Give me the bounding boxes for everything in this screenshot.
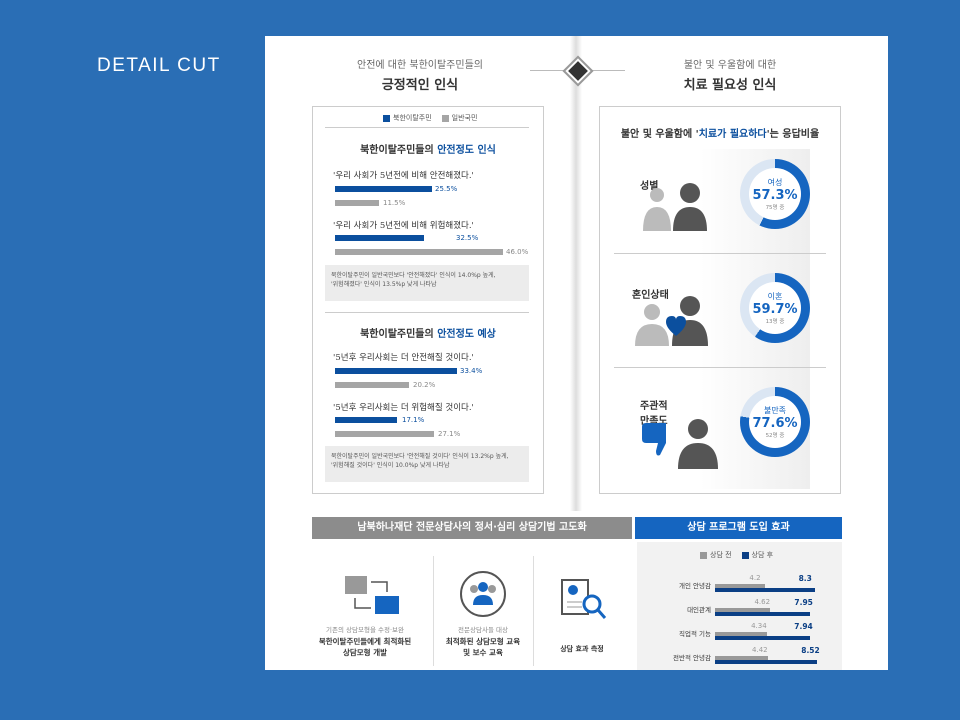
bar-now-1-gen (335, 200, 379, 206)
col-measure: 상담 효과 측정 (560, 645, 604, 653)
bar-future-2-nk (335, 417, 397, 423)
donut-gender: 여성 57.3% 75명 중 (740, 159, 810, 229)
effect-row-label: 개인 안녕감 (679, 582, 711, 590)
question-now-2: '우리 사회가 5년전에 비해 위험해졌다.' (333, 221, 474, 231)
value-now-2-nk: 32.5% (456, 234, 479, 242)
thumbs-down-icon (642, 419, 718, 469)
need-title: 불안 및 우울함에 '치료가 필요하다'는 응답비율 (620, 129, 820, 140)
need-sep-1 (614, 253, 826, 254)
right-header-sub: 불안 및 우울함에 대한 (683, 60, 777, 71)
need-label-0: 성별 (640, 181, 659, 192)
value-now-1-gen: 11.5% (383, 199, 406, 207)
report-magnifier-icon (561, 579, 607, 619)
band-right: 상담 프로그램 도입 효과 (635, 517, 842, 539)
col-develop: 기존의 상담모형을 수정·보완 북한이탈주민들에게 최적화된 상담모형 개발 (318, 626, 412, 658)
need-panel: 불안 및 우울함에 '치료가 필요하다'는 응답비율 성별 여성 57.3% 75명… (599, 106, 841, 494)
effect-after-bar (715, 612, 811, 616)
effect-bg (637, 542, 842, 670)
need-label-2: 주관적 만족도 (640, 401, 668, 427)
effect-after-bar (715, 588, 815, 592)
safety-panel: 북한이탈주민 일반국민 북한이탈주민들의 안전정도 인식 '우리 사회가 5년전… (312, 106, 544, 494)
effect-before-value: 4.2 (749, 574, 761, 582)
value-future-1-gen: 20.2% (413, 381, 436, 389)
effect-row-label: 전반적 안녕감 (673, 654, 711, 662)
bar-future-2-gen (335, 431, 434, 437)
legend-nk: 북한이탈주민 (383, 113, 432, 123)
value-future-2-nk: 17.1% (402, 416, 425, 424)
effect-after-bar (715, 660, 818, 664)
bar-now-1-nk (335, 186, 432, 192)
infographic-card: 안전에 대한 북한이탈주민들의 긍정적인 인식 불안 및 우울함에 대한 치료 … (265, 36, 888, 670)
effect-row-label: 대인관계 (687, 606, 711, 614)
effect-row-label: 직업적 기능 (679, 630, 711, 638)
broken-heart-icon (635, 296, 708, 346)
effect-after-value: 8.3 (798, 574, 812, 583)
header-line-left (530, 70, 568, 71)
right-header-title: 치료 필요성 인식 (683, 78, 777, 93)
effect-legend: 상담 전 상담 후 (700, 550, 773, 560)
gender-icon (643, 183, 707, 231)
bar-now-2-nk (335, 235, 424, 241)
team-icon (460, 571, 506, 617)
effect-after-value: 7.94 (794, 622, 813, 631)
bar-now-2-gen (335, 249, 503, 255)
legend-after: 상담 후 (741, 550, 773, 560)
bar-future-1-nk (335, 368, 457, 374)
need-sep-2 (614, 367, 826, 368)
effect-after-value: 8.52 (801, 646, 820, 655)
header-line-right (587, 70, 625, 71)
legend-before: 상담 전 (700, 550, 732, 560)
center-divider (570, 36, 582, 511)
folder-icon (345, 576, 399, 614)
effect-after-value: 7.95 (794, 598, 813, 607)
col-sep-1 (433, 556, 434, 666)
effect-after-bar (715, 636, 811, 640)
effect-before-bar (715, 656, 769, 660)
section-title-future: 북한이탈주민들의 안전정도 예상 (360, 329, 496, 340)
effect-before-bar (715, 584, 766, 588)
left-header-title: 긍정적인 인식 (381, 78, 459, 93)
effect-before-value: 4.42 (752, 646, 768, 654)
section-rule (325, 312, 529, 313)
bar-future-1-gen (335, 382, 409, 388)
legend: 북한이탈주민 일반국민 (383, 113, 477, 123)
detail-cut-label: DETAIL CUT (97, 55, 221, 76)
left-header: 안전에 대한 북한이탈주민들의 긍정적인 인식 (300, 56, 540, 93)
effect-before-value: 4.34 (751, 622, 767, 630)
question-future-2: '5년후 우리사회는 더 위험해질 것이다.' (333, 403, 474, 413)
value-future-1-nk: 33.4% (460, 367, 483, 375)
effect-before-value: 4.62 (754, 598, 771, 606)
value-now-2-gen: 46.0% (506, 248, 529, 256)
need-label-1: 혼인상태 (632, 290, 669, 301)
effect-before-bar (715, 632, 768, 636)
value-future-2-gen: 27.1% (438, 430, 461, 438)
col-sep-2 (533, 556, 534, 666)
legend-general: 일반국민 (441, 113, 477, 123)
donut-satisfaction: 불만족 77.6% 52명 중 (740, 387, 810, 457)
left-header-sub: 안전에 대한 북한이탈주민들의 (357, 60, 483, 71)
right-header: 불안 및 우울함에 대한 치료 필요성 인식 (610, 56, 850, 93)
col-training: 전문상담사들 대상 최적화된 상담모형 교육 및 보수 교육 (445, 626, 521, 658)
note-now: 북한이탈주민이 일반국민보다 '안전해졌다' 인식이 14.0%p 높게, '위험… (325, 265, 529, 301)
legend-rule (325, 127, 529, 128)
question-future-1: '5년후 우리사회는 더 안전해질 것이다.' (333, 353, 474, 363)
effect-before-bar (715, 608, 771, 612)
donut-marital: 이혼 59.7% 13명 중 (740, 273, 810, 343)
section-title-now: 북한이탈주민들의 안전정도 인식 (360, 145, 496, 156)
question-now-1: '우리 사회가 5년전에 비해 안전해졌다.' (333, 171, 474, 181)
band-left: 남북하나재단 전문상담사의 정서·심리 상담기법 고도화 (312, 517, 632, 539)
note-future: 북한이탈주민이 일반국민보다 '안전해질 것이다' 인식이 13.2%p 높게,… (325, 446, 529, 482)
value-now-1-nk: 25.5% (435, 185, 458, 193)
